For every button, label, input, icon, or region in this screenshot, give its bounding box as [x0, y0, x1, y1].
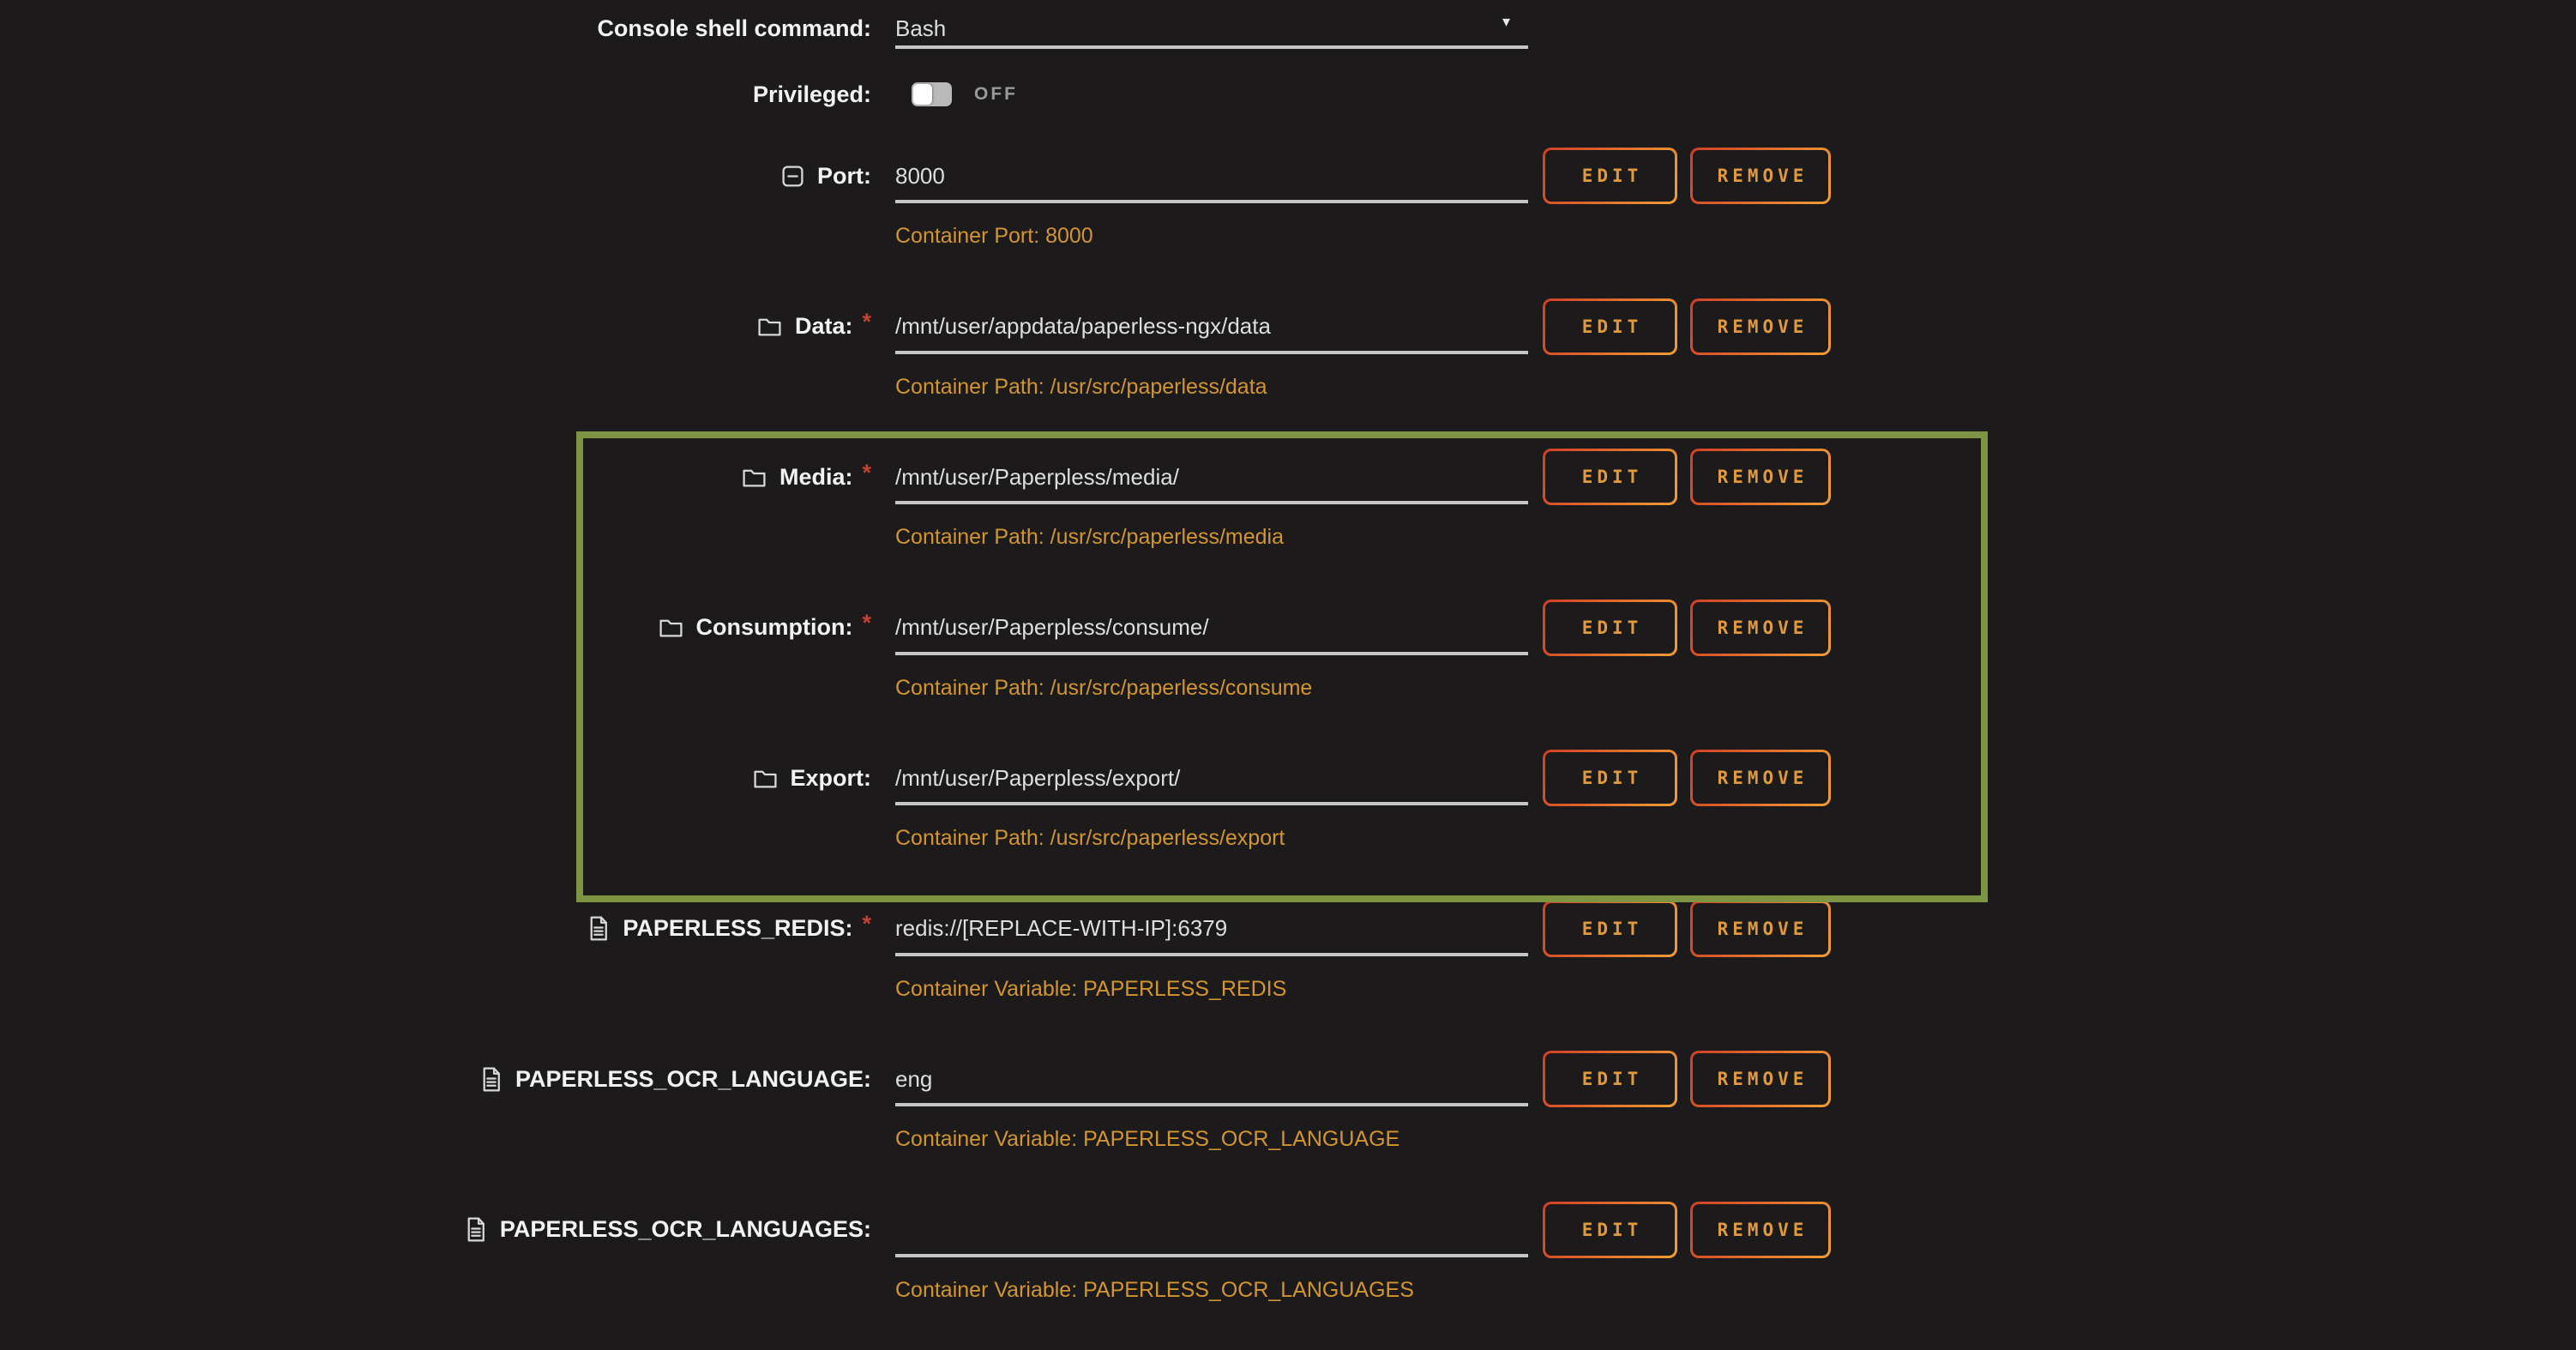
field-underline	[895, 1103, 1528, 1107]
edit-button[interactable]: EDIT	[1543, 449, 1677, 506]
file-text-icon	[466, 1216, 487, 1243]
field-label: Console shell command:	[597, 15, 871, 41]
toggle-knob	[913, 84, 932, 105]
container-mapping-text: Container Variable: PAPERLESS_OCR_LANGUA…	[895, 1277, 1414, 1302]
field-value[interactable]: redis://[REPLACE-WITH-IP]:6379	[895, 915, 1228, 942]
container-mapping-text: Container Variable: PAPERLESS_OCR_LANGUA…	[895, 1127, 1400, 1152]
folder-icon	[742, 467, 767, 488]
field-underline	[895, 802, 1528, 806]
required-asterisk: *	[862, 309, 871, 335]
config-field-row: Export: * /mnt/user/Paperpless/export/ E…	[0, 747, 2576, 898]
privileged-state-text: OFF	[974, 84, 1018, 104]
edit-button[interactable]: EDIT	[1543, 1201, 1677, 1258]
edit-button[interactable]: EDIT	[1543, 148, 1677, 204]
remove-button[interactable]: REMOVE	[1690, 599, 1831, 656]
required-asterisk: *	[862, 459, 871, 485]
remove-button[interactable]: REMOVE	[1690, 900, 1831, 957]
field-underline	[895, 45, 1528, 49]
field-value[interactable]: eng	[895, 1065, 933, 1092]
field-underline	[895, 501, 1528, 505]
dropdown-arrow-icon[interactable]: ▾	[1502, 12, 1511, 30]
file-text-icon	[588, 915, 610, 942]
field-label: PAPERLESS_OCR_LANGUAGES:	[499, 1216, 871, 1243]
privileged-toggle[interactable]	[912, 82, 952, 106]
console-shell-command-row: Console shell command: Bash ▾	[0, 0, 2576, 59]
console-shell-select[interactable]: Bash	[895, 0, 1528, 59]
edit-button[interactable]: EDIT	[1543, 1051, 1677, 1108]
config-field-row: Data: * /mnt/user/appdata/paperless-ngx/…	[0, 296, 2576, 447]
container-mapping-text: Container Path: /usr/src/paperless/consu…	[895, 675, 1313, 700]
remove-button[interactable]: REMOVE	[1690, 1201, 1831, 1258]
field-underline	[895, 350, 1528, 354]
remove-button[interactable]: REMOVE	[1690, 1051, 1831, 1108]
field-underline	[895, 651, 1528, 655]
edit-button[interactable]: EDIT	[1543, 298, 1677, 355]
folder-icon	[659, 617, 683, 638]
field-label: PAPERLESS_REDIS:	[623, 915, 853, 942]
container-mapping-text: Container Path: /usr/src/paperless/expor…	[895, 826, 1285, 851]
config-field-row: Port: * 8000 EDIT REMOVE Container Port:…	[0, 145, 2576, 296]
privileged-row: Privileged: OFF	[0, 63, 2576, 125]
field-label: Port:	[817, 162, 871, 189]
field-label: Data:	[794, 313, 853, 340]
field-underline	[895, 1253, 1528, 1257]
field-value[interactable]: /mnt/user/appdata/paperless-ngx/data	[895, 313, 1271, 340]
field-label: Consumption:	[695, 614, 853, 641]
edit-button[interactable]: EDIT	[1543, 599, 1677, 656]
container-mapping-text: Container Path: /usr/src/paperless/media	[895, 525, 1284, 550]
config-field-row: PAPERLESS_OCR_LANGUAGE: * eng EDIT REMOV…	[0, 1048, 2576, 1199]
remove-button[interactable]: REMOVE	[1690, 148, 1831, 204]
field-label: Export:	[790, 764, 872, 791]
field-label: PAPERLESS_OCR_LANGUAGE:	[515, 1065, 871, 1092]
edit-button[interactable]: EDIT	[1543, 750, 1677, 807]
folder-icon	[757, 316, 782, 337]
config-field-row: PAPERLESS_OCR_LANGUAGES: * EDIT REMOVE C…	[0, 1199, 2576, 1350]
container-mapping-text: Container Path: /usr/src/paperless/data	[895, 374, 1267, 399]
field-value[interactable]	[895, 1199, 1528, 1261]
config-field-row: Consumption: * /mnt/user/Paperpless/cons…	[0, 597, 2576, 748]
field-value[interactable]: 8000	[895, 162, 945, 189]
field-underline	[895, 200, 1528, 203]
field-label: Privileged:	[752, 81, 871, 107]
container-mapping-text: Container Variable: PAPERLESS_REDIS	[895, 976, 1287, 1001]
file-text-icon	[481, 1066, 503, 1093]
field-value[interactable]: /mnt/user/Paperpless/export/	[895, 764, 1181, 791]
container-mapping-text: Container Port: 8000	[895, 224, 1093, 248]
remove-button[interactable]: REMOVE	[1690, 449, 1831, 506]
required-asterisk: *	[862, 610, 871, 636]
folder-icon	[753, 768, 778, 789]
edit-button[interactable]: EDIT	[1543, 900, 1677, 957]
field-underline	[895, 952, 1528, 956]
remove-button[interactable]: REMOVE	[1690, 750, 1831, 807]
remove-button[interactable]: REMOVE	[1690, 298, 1831, 355]
config-field-row: Media: * /mnt/user/Paperpless/media/ EDI…	[0, 446, 2576, 597]
port-icon	[781, 165, 804, 188]
config-field-row: PAPERLESS_REDIS: * redis://[REPLACE-WITH…	[0, 898, 2576, 1049]
field-value[interactable]: /mnt/user/Paperpless/consume/	[895, 614, 1209, 641]
required-asterisk: *	[862, 911, 871, 937]
privileged-label: Privileged:	[0, 63, 871, 125]
console-shell-command-label: Console shell command:	[0, 0, 871, 59]
field-value[interactable]: /mnt/user/Paperpless/media/	[895, 463, 1179, 490]
field-label: Media:	[779, 463, 853, 490]
selected-option-text: Bash	[895, 15, 947, 41]
